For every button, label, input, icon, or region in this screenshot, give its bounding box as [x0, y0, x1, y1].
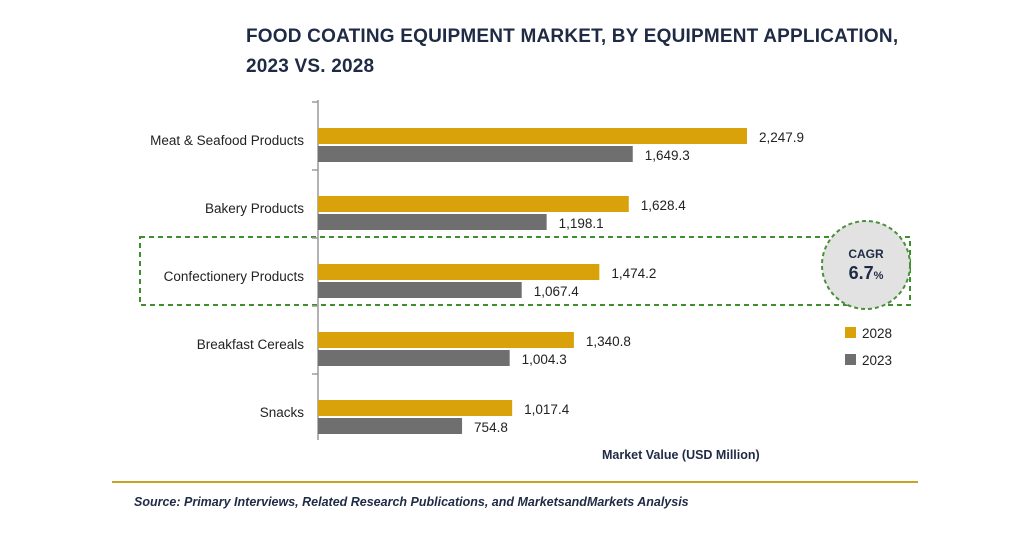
- legend-swatch-2028: [845, 327, 856, 338]
- data-label-2028-meat-and-seafood-products: 2,247.9: [759, 130, 804, 145]
- category-label-bakery-products: Bakery Products: [205, 201, 304, 216]
- legend-label-2028: 2028: [862, 326, 892, 341]
- data-label-2023-confectionery-products: 1,067.4: [534, 284, 580, 299]
- cagr-badge-label: CAGR: [848, 247, 884, 261]
- bar-2023-meat-and-seafood-products: [318, 146, 633, 162]
- highlight-box: [139, 236, 911, 306]
- bar-2023-confectionery-products: [318, 282, 522, 298]
- footer-divider: [112, 481, 918, 483]
- bar-2023-bakery-products: [318, 214, 547, 230]
- data-label-2023-breakfast-cereals: 1,004.3: [522, 352, 567, 367]
- data-label-2023-meat-and-seafood-products: 1,649.3: [645, 148, 690, 163]
- category-label-breakfast-cereals: Breakfast Cereals: [197, 337, 305, 352]
- cagr-badge-unit: %: [874, 270, 884, 282]
- cagr-badge: [821, 220, 911, 310]
- bar-2028-meat-and-seafood-products: [318, 128, 747, 144]
- legend-label-2023: 2023: [862, 353, 892, 368]
- chart-title-line-1: FOOD COATING EQUIPMENT MARKET, BY EQUIPM…: [246, 26, 899, 47]
- category-label-snacks: Snacks: [260, 405, 305, 420]
- legend-swatch-2023: [845, 354, 856, 365]
- bar-2028-confectionery-products: [318, 264, 600, 280]
- bar-2028-breakfast-cereals: [318, 332, 574, 348]
- chart-title-line-2: 2023 VS. 2028: [246, 56, 375, 77]
- data-label-2028-confectionery-products: 1,474.2: [611, 266, 656, 281]
- chart-title: FOOD COATING EQUIPMENT MARKET, BY EQUIPM…: [246, 22, 898, 82]
- category-label-confectionery-products: Confectionery Products: [164, 269, 305, 284]
- x-axis-title: Market Value (USD Million): [602, 448, 760, 462]
- bar-2028-snacks: [318, 400, 513, 416]
- data-label-2023-bakery-products: 1,198.1: [559, 216, 604, 231]
- data-label-2028-snacks: 1,017.4: [524, 402, 570, 417]
- bar-2023-snacks: [318, 418, 463, 434]
- bar-2023-breakfast-cereals: [318, 350, 510, 366]
- category-label-meat-and-seafood-products: Meat & Seafood Products: [150, 133, 304, 148]
- source-note: Source: Primary Interviews, Related Rese…: [134, 495, 689, 509]
- bar-2028-bakery-products: [318, 196, 629, 212]
- bar-chart: Meat & Seafood Products 2,247.9 1,649.3 Bak…: [139, 100, 911, 462]
- data-label-2028-breakfast-cereals: 1,340.8: [586, 334, 631, 349]
- data-label-2028-bakery-products: 1,628.4: [641, 198, 687, 213]
- data-label-2023-snacks: 754.8: [474, 420, 508, 435]
